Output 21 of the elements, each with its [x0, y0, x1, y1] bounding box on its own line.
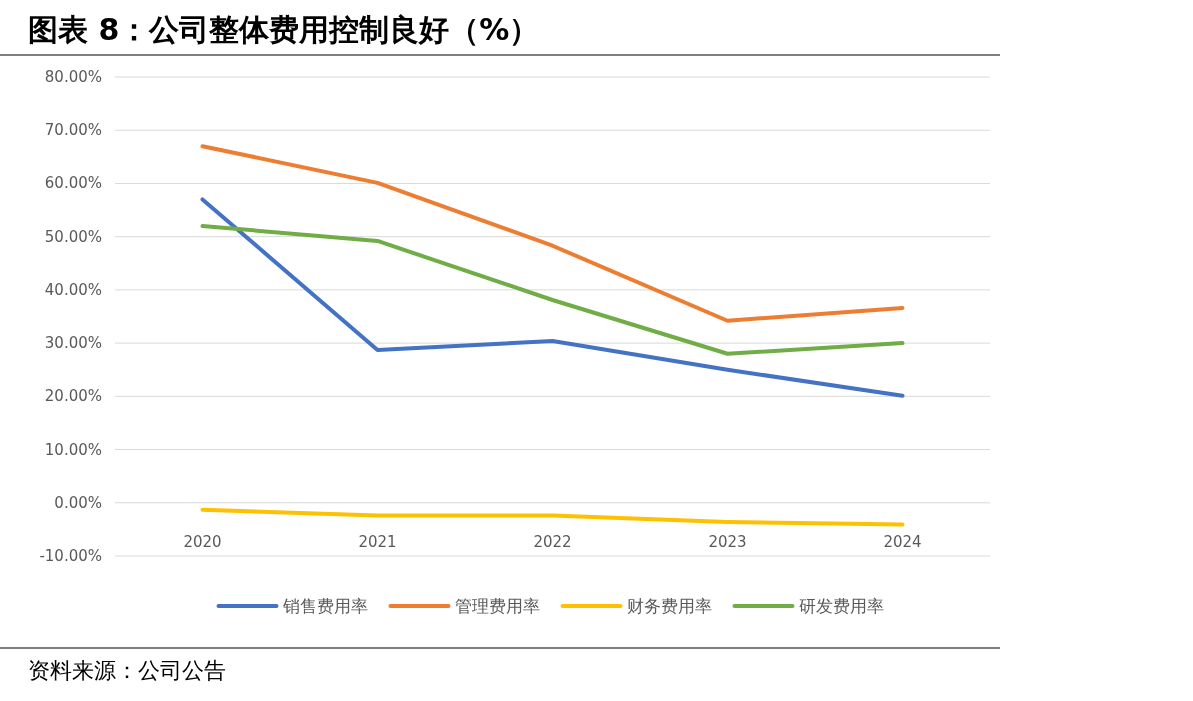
y-tick-label: 60.00% [44, 174, 102, 193]
legend-label: 销售费用率 [281, 596, 368, 616]
y-tick-label: -10.00% [39, 547, 102, 565]
y-tick-label: 70.00% [44, 121, 102, 140]
y-tick-label: 0.00% [54, 493, 102, 512]
legend-label: 财务费用率 [626, 596, 712, 616]
x-tick-label: 2020 [183, 532, 222, 551]
text: 资料来源：公司公告 [28, 658, 226, 683]
y-tick-label: 10.00% [44, 440, 102, 459]
chart-title: 图表 8：公司整体费用控制良好（%） [28, 12, 540, 47]
x-tick-label: 2022 [533, 532, 572, 551]
x-tick-label: 2024 [883, 532, 922, 551]
y-tick-label: 50.00% [44, 227, 102, 246]
y-tick-label: 40.00% [44, 280, 102, 299]
y-tick-label: 20.00% [44, 387, 102, 406]
y-tick-label: 80.00% [44, 68, 102, 86]
x-tick-label: 2021 [358, 532, 397, 551]
legend-label: 研发费用率 [798, 596, 884, 616]
y-tick-label: 30.00% [44, 334, 102, 353]
x-tick-label: 2023 [708, 532, 747, 551]
legend-label: 管理费用率 [454, 596, 540, 616]
